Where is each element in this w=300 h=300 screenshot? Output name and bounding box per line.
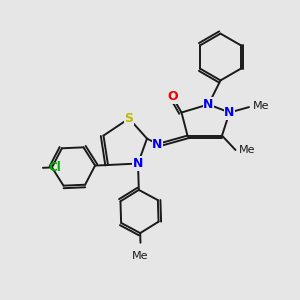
Text: Me: Me <box>132 251 149 261</box>
Text: N: N <box>152 137 163 151</box>
Text: N: N <box>133 157 143 170</box>
Text: Cl: Cl <box>48 161 61 174</box>
Text: Me: Me <box>239 145 256 155</box>
Text: O: O <box>167 90 178 104</box>
Text: N: N <box>203 98 214 111</box>
Text: S: S <box>124 112 134 125</box>
Text: N: N <box>224 106 235 119</box>
Text: Me: Me <box>253 100 269 111</box>
